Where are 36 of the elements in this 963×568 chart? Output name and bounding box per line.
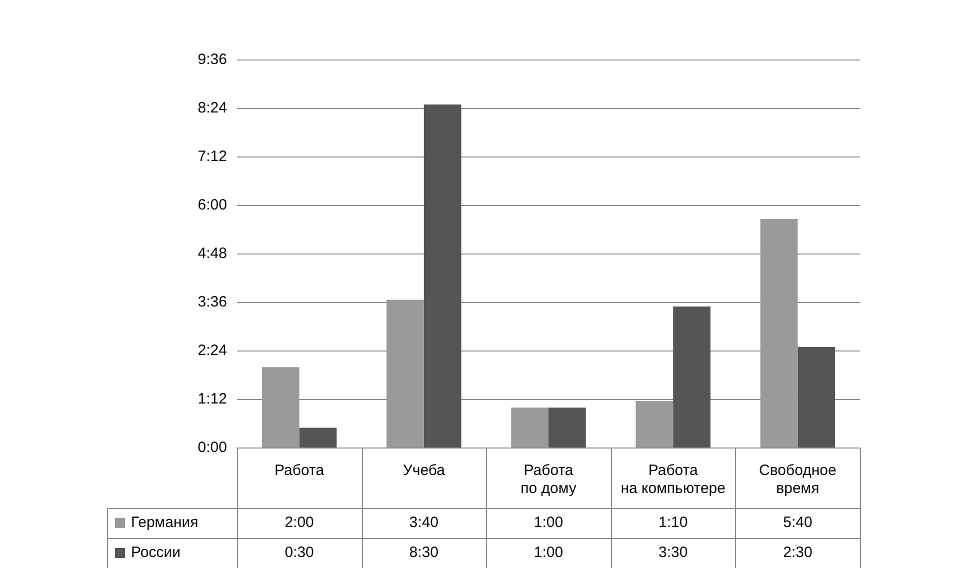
bar bbox=[299, 428, 337, 448]
bar bbox=[798, 346, 836, 448]
data-label: 0:30 bbox=[284, 544, 314, 562]
data-label: 8:30 bbox=[409, 544, 438, 562]
y-tick-label: 3:36 bbox=[198, 294, 227, 311]
x-tick-label: Учеба bbox=[402, 462, 446, 480]
x-tick-label: Свободное время bbox=[759, 462, 836, 498]
bar bbox=[386, 300, 424, 448]
y-tick-label: 8:24 bbox=[198, 100, 227, 117]
data-label: 1:10 bbox=[658, 514, 688, 532]
bar bbox=[424, 104, 462, 448]
legend-label: Германия bbox=[131, 514, 198, 532]
y-tick-label: 4:48 bbox=[198, 245, 227, 262]
data-label: 2:00 bbox=[284, 514, 314, 532]
y-tick-label: 1:12 bbox=[198, 390, 227, 408]
y-tick-label: 9:36 bbox=[198, 51, 227, 68]
data-label: 3:40 bbox=[409, 514, 438, 532]
data-label: 3:30 bbox=[658, 544, 688, 562]
x-tick-label: Работа bbox=[274, 462, 325, 480]
bar bbox=[636, 400, 674, 448]
data-label: 2:30 bbox=[783, 544, 812, 562]
y-tick-label: 0:00 bbox=[198, 439, 227, 456]
bar bbox=[548, 408, 586, 448]
bar bbox=[511, 408, 548, 448]
x-tick-label: Работа по дому bbox=[520, 462, 577, 498]
y-tick-label: 6:00 bbox=[198, 196, 227, 214]
y-tick-label: 7:12 bbox=[198, 148, 227, 166]
legend-label: России bbox=[131, 544, 180, 562]
data-label: 1:00 bbox=[534, 514, 564, 532]
x-tick-label: Работа на компьютере bbox=[620, 462, 726, 498]
y-tick-label: 2:24 bbox=[198, 342, 227, 360]
data-label: 1:00 bbox=[534, 544, 564, 562]
bar bbox=[673, 306, 710, 448]
data-label: 5:40 bbox=[783, 514, 812, 532]
bar bbox=[262, 367, 300, 448]
bar bbox=[760, 218, 798, 448]
